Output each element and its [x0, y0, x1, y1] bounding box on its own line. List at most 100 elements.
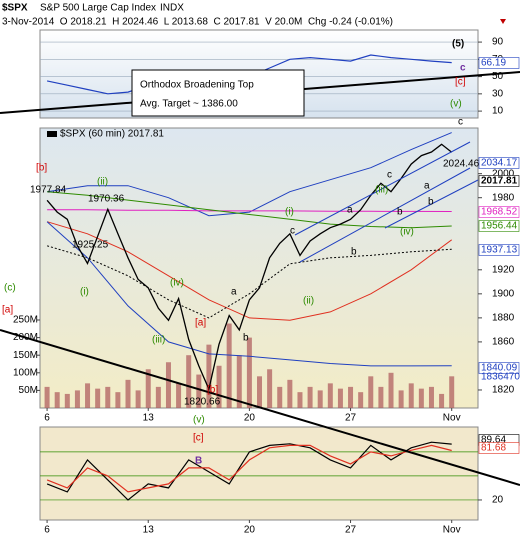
volume-bar	[398, 390, 404, 408]
volume-bar	[186, 355, 192, 408]
wave-label: [b]	[207, 385, 218, 396]
trend-line	[384, 179, 479, 229]
y-tick-label: 1920	[492, 264, 515, 275]
wave-label: B	[195, 456, 202, 467]
bottom-panel	[39, 426, 479, 521]
box-line: Avg. Target ~ 1386.00	[140, 99, 238, 110]
y-tick-label: 1880	[492, 313, 515, 324]
value-label-box	[478, 442, 520, 454]
wave-label: b	[243, 333, 249, 344]
value-label: 66.19	[481, 58, 506, 69]
wave-label: b	[351, 247, 357, 258]
wave-label: b	[428, 197, 434, 208]
trend-line	[299, 167, 471, 263]
wave-label: c	[290, 226, 295, 237]
down-arrow	[500, 19, 506, 24]
series-line	[46, 143, 453, 392]
wave-label: (i)	[285, 207, 294, 218]
x-tick-label: 6	[44, 525, 50, 536]
y-tick-label: 30	[492, 88, 504, 99]
wave-label: (v)	[193, 415, 205, 426]
value-label-box	[478, 362, 520, 374]
volume-bar	[206, 344, 212, 408]
volume-bar	[267, 369, 273, 408]
volume-bar	[388, 372, 394, 408]
price-panel	[39, 127, 479, 409]
value-label-box	[478, 157, 520, 169]
x-tick-label: 20	[244, 525, 256, 536]
wave-label: a	[231, 287, 237, 298]
wave-label: (iii)	[152, 335, 165, 346]
volume-bar	[327, 383, 333, 408]
wave-label: [a]	[195, 318, 206, 329]
price-annotation: 1820.66	[184, 397, 221, 408]
wave-label: (iv)	[400, 227, 414, 238]
volume-bar	[246, 337, 252, 408]
volume-bar	[155, 386, 161, 408]
volume-bar	[176, 383, 182, 408]
y-tick-label: 10	[492, 106, 504, 117]
value-label: 2034.17	[481, 158, 518, 169]
moving-average	[46, 221, 452, 321]
value-label-box	[478, 175, 520, 187]
wave-label: (ii)	[303, 296, 314, 307]
y2-tick-label: 250M	[13, 315, 38, 326]
volume-bar	[337, 388, 343, 408]
volume-bar	[145, 369, 151, 408]
value-label-box	[478, 206, 520, 218]
value-label: 1937.13	[481, 245, 518, 256]
wave-label: [c]	[193, 433, 204, 444]
trend-line	[0, 329, 520, 486]
value-label: 89.64	[481, 435, 506, 446]
value-label-box	[478, 244, 520, 256]
trend-line	[294, 141, 471, 236]
volume-bar	[418, 388, 424, 408]
index-name: S&P 500 Large Cap Index	[40, 3, 156, 14]
volume-bar	[216, 365, 222, 408]
wave-label: (iii)	[375, 185, 388, 196]
volume-bar	[277, 386, 283, 408]
value-label: 1956.44	[481, 221, 518, 232]
volume-bar	[85, 383, 91, 408]
volume-bar	[165, 362, 171, 408]
volume-bar	[135, 390, 141, 408]
volume-bar	[428, 386, 434, 408]
x-tick-label: Nov	[443, 525, 461, 536]
legend-swatch	[47, 131, 57, 137]
value-label: 1968.52	[481, 207, 518, 218]
volume-bar	[297, 392, 303, 408]
wave-label: c	[460, 63, 466, 74]
wave-label: (i)	[80, 287, 89, 298]
y-tick-label: 2000	[492, 168, 515, 179]
wave-label: (v)	[450, 99, 462, 110]
moving-average	[46, 221, 452, 367]
wave-label: c	[458, 117, 463, 128]
x-tick-label: 6	[44, 413, 50, 424]
volume-bar	[95, 388, 101, 408]
wave-label: (iv)	[170, 278, 184, 289]
volume-bar	[408, 383, 414, 408]
moving-average	[46, 245, 452, 319]
volume-bar	[125, 379, 131, 408]
volume-bar	[348, 386, 354, 408]
volume-bar	[449, 376, 455, 408]
volume-bar	[439, 393, 445, 408]
symbol: $SPX	[2, 3, 28, 14]
moving-average	[47, 132, 452, 217]
quote-line: 3-Nov-2014 O 2018.21 H 2024.46 L 2013.68…	[2, 17, 393, 28]
volume-bar	[226, 323, 232, 408]
y-tick-label: 1980	[492, 192, 515, 203]
volume-bar	[368, 376, 374, 408]
box-line: Orthodox Broadening Top	[140, 80, 254, 91]
x-tick-label: 27	[345, 525, 357, 536]
value-label: 2017.81	[481, 176, 518, 187]
volume-ma-label: 1836470	[481, 372, 520, 383]
volume-bar	[74, 390, 80, 408]
volume-bar	[64, 393, 70, 408]
price-annotation: 1977.84	[30, 185, 67, 196]
exchange: INDX	[160, 3, 184, 14]
y2-tick-label: 150M	[13, 350, 38, 361]
volume-bar	[54, 392, 60, 408]
price-annotation: 1970.36	[88, 194, 125, 205]
